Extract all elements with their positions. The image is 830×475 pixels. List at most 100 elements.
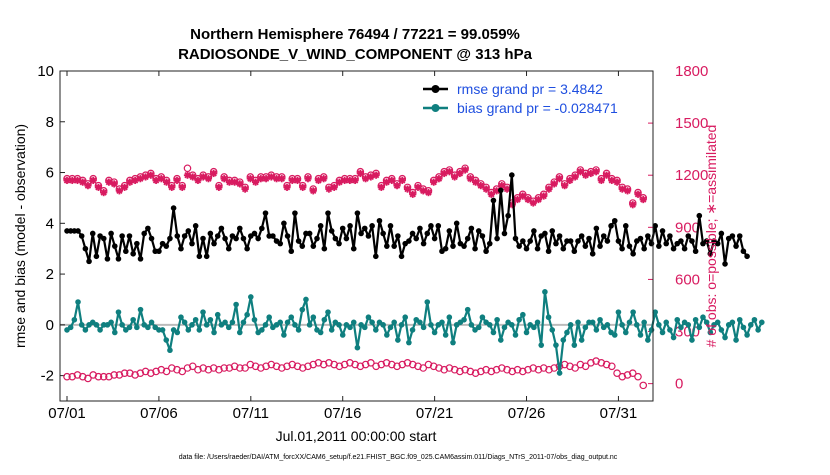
obs-possible-marker (325, 358, 333, 367)
star-arm (346, 177, 354, 184)
point-bias (71, 316, 78, 323)
point-rmse (509, 172, 515, 178)
point-rmse (589, 250, 596, 257)
star-arm (540, 192, 547, 200)
point-rmse (468, 225, 475, 232)
obs-assimilated-marker (571, 173, 579, 181)
star-arm (608, 177, 615, 184)
point-bias (641, 319, 647, 326)
star-arm (414, 184, 422, 191)
y-tick-label-left: -2 (41, 368, 54, 385)
obs-possible-marker (225, 364, 234, 372)
point-rmse (347, 223, 353, 229)
obs-possible-marker (68, 372, 77, 381)
x-tick-label: 07/16 (324, 405, 362, 422)
obs-possible-marker (346, 358, 354, 367)
point-rmse (203, 253, 210, 260)
point-bias (450, 339, 456, 346)
obs-possible-marker (351, 360, 359, 369)
point-rmse (545, 248, 552, 255)
star-arm (577, 168, 584, 175)
point-bias (380, 322, 386, 328)
point-rmse (703, 238, 710, 244)
point-bias (645, 337, 651, 343)
obs-assimilated-marker (168, 183, 176, 191)
x-tick-label: 07/21 (416, 405, 454, 422)
point-rmse (744, 253, 750, 260)
obs-assimilated-marker (513, 195, 522, 204)
point-rmse (406, 238, 412, 244)
point-rmse (685, 233, 692, 239)
star-arm (530, 199, 537, 207)
obs-assimilated-marker (451, 173, 459, 181)
y-tick-label-right: 600 (675, 271, 700, 288)
obs-assimilated-marker (121, 183, 129, 191)
obs-assimilated-marker (351, 176, 359, 185)
point-bias (310, 314, 317, 321)
obs-assimilated-marker (162, 178, 171, 186)
point-bias (630, 309, 636, 315)
star-arm (116, 187, 123, 195)
obs-assimilated-marker (613, 178, 621, 186)
point-rmse (656, 243, 662, 249)
obs-possible-marker (73, 371, 82, 379)
star-arm (63, 177, 71, 184)
star-arm (472, 178, 479, 186)
y-tick-label-left: 0 (46, 317, 54, 334)
point-rmse (373, 253, 379, 260)
point-bias (350, 319, 357, 326)
obs-assimilated-marker (251, 178, 260, 186)
point-rmse (281, 220, 287, 227)
point-rmse (641, 245, 647, 252)
star-arm (220, 175, 228, 182)
obs-possible-marker (94, 372, 103, 381)
point-rmse (575, 238, 581, 244)
point-rmse (461, 243, 467, 249)
point-bias (523, 329, 530, 336)
obs-possible-marker (304, 362, 312, 371)
point-bias (185, 327, 192, 333)
obs-assimilated-marker (220, 175, 228, 183)
point-bias (637, 332, 644, 338)
point-rmse (78, 233, 85, 239)
obs-possible-marker (230, 362, 239, 371)
point-bias (126, 324, 133, 331)
point-bias (78, 322, 85, 328)
point-bias (740, 324, 747, 331)
point-rmse (207, 230, 214, 237)
star-arm (252, 178, 259, 186)
star-arm (393, 182, 401, 189)
point-rmse (505, 212, 511, 219)
obs-assimilated-marker (629, 201, 637, 209)
obs-possible-marker (429, 362, 438, 371)
star-arm (482, 185, 490, 193)
point-rmse (516, 243, 522, 249)
point-bias (200, 309, 206, 315)
point-rmse (317, 223, 324, 229)
obs-assimilated-marker (178, 183, 186, 191)
point-rmse (270, 233, 276, 239)
point-bias (431, 329, 438, 336)
point-bias (361, 324, 368, 331)
star-arm (236, 180, 244, 188)
point-bias (321, 316, 328, 323)
point-bias (475, 324, 482, 331)
obs-possible-marker (204, 365, 213, 374)
obs-possible-marker (456, 367, 464, 376)
point-bias (759, 319, 765, 326)
point-rmse (582, 243, 589, 249)
star-arm (231, 178, 238, 186)
obs-possible-marker (487, 367, 496, 376)
star-arm (179, 184, 186, 191)
point-bias (266, 314, 272, 321)
star-arm (571, 173, 579, 181)
obs-possible-marker (403, 358, 412, 367)
obs-assimilated-marker (414, 183, 422, 191)
point-rmse (325, 210, 331, 216)
star-arm (257, 175, 265, 182)
obs-assimilated-marker (204, 175, 213, 183)
obs-possible-marker (377, 360, 386, 369)
star-arm (330, 184, 338, 191)
star-arm (545, 185, 553, 193)
